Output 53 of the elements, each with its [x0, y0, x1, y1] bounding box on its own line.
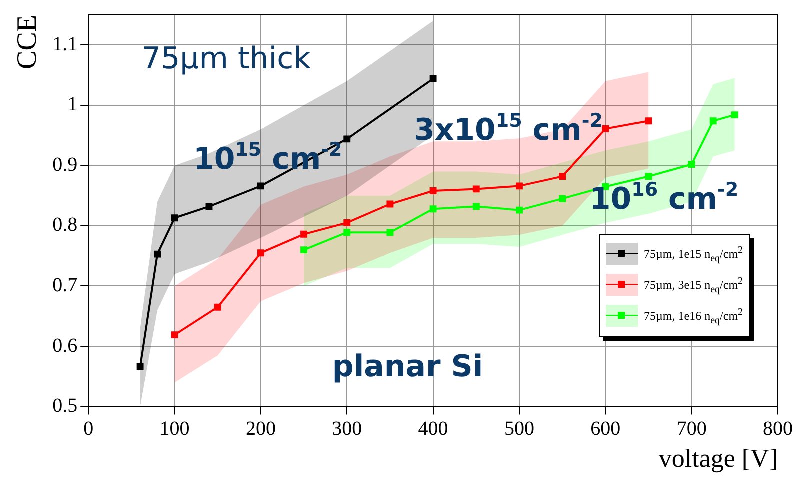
y-tick-label: 0.6: [52, 334, 78, 357]
x-tick-label: 0: [84, 418, 94, 440]
y-tick-label: 0.5: [52, 395, 78, 418]
point: [206, 203, 213, 210]
x-tick-label: 300: [332, 418, 362, 440]
point: [688, 161, 696, 168]
point: [645, 118, 652, 125]
point: [257, 250, 264, 257]
point: [516, 182, 523, 190]
y-axis-title: CCE: [12, 15, 44, 70]
legend-label: 75µm, 3e15 n$_{eq}$/cm$^{2}$: [644, 276, 744, 295]
point: [645, 173, 652, 180]
legend-label: 75µm, 1e16 n$_{eq}$/cm$^{2}$: [644, 306, 744, 326]
point: [300, 230, 308, 238]
point: [710, 118, 717, 125]
point: [559, 195, 566, 202]
x-tick-label: 200: [246, 418, 276, 440]
annotation: planar Si: [332, 350, 484, 385]
y-tick-label: 1.1: [52, 33, 78, 56]
point: [171, 332, 178, 339]
x-tick-label: 100: [160, 418, 190, 440]
point: [300, 246, 308, 254]
point: [472, 186, 480, 193]
x-tick-label: 600: [590, 418, 621, 440]
point: [344, 136, 351, 143]
point: [344, 229, 351, 236]
point: [257, 182, 264, 190]
annotation: 75µm thick: [142, 42, 312, 77]
y-tick-label: 0.7: [52, 274, 78, 296]
point: [430, 75, 437, 82]
point: [516, 206, 523, 214]
x-tick-label: 700: [676, 418, 707, 440]
x-axis-title: voltage [V]: [658, 444, 778, 474]
point: [214, 304, 222, 311]
point: [386, 200, 394, 208]
y-tick-label: 1: [68, 94, 78, 116]
point: [430, 188, 437, 194]
point: [731, 112, 738, 119]
point: [430, 206, 437, 213]
point: [154, 250, 162, 258]
x-tick-label: 500: [504, 418, 534, 440]
point: [136, 364, 144, 370]
point: [386, 229, 394, 236]
point: [171, 214, 178, 222]
point: [344, 219, 351, 226]
y-tick-label: 0.8: [52, 214, 78, 236]
point: [472, 203, 480, 210]
legend-label: 75µm, 1e15 n$_{eq}$/cm$^{2}$: [644, 244, 744, 264]
x-tick-label: 400: [418, 418, 448, 440]
point: [602, 125, 610, 132]
point: [559, 173, 566, 180]
x-tick-label: 800: [763, 418, 793, 440]
y-tick-label: 0.9: [52, 154, 78, 176]
